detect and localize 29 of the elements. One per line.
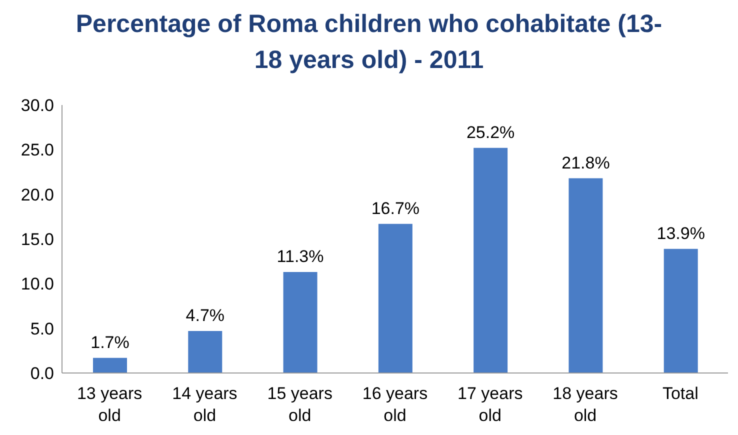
x-tick-label: 18 years old [552, 384, 618, 425]
x-tick-label: 14 years old [172, 384, 238, 425]
bar [664, 248, 698, 373]
data-label: 4.7% [186, 306, 225, 326]
data-label: 21.8% [562, 153, 610, 172]
y-tick-label: 5.0 [30, 319, 54, 338]
bar [568, 178, 603, 373]
y-tick-label: 10.0 [20, 274, 54, 294]
bar [474, 148, 508, 373]
y-tick-label: 20.0 [20, 185, 54, 204]
data-label: 25.2% [466, 122, 515, 142]
y-tick-label: 15.0 [20, 230, 54, 250]
data-label: 11.3% [276, 247, 324, 266]
data-label: 13.9% [656, 224, 705, 243]
data-label: 16.7% [371, 198, 420, 218]
x-tick-label: 16 years old [362, 384, 428, 425]
x-tick-label: 17 years old [458, 384, 523, 425]
bar [378, 224, 412, 373]
bar [188, 331, 222, 373]
bar [93, 358, 127, 373]
y-tick-label: 0.0 [30, 364, 54, 384]
x-tick-label: 15 years old [267, 384, 332, 425]
y-tick-label: 25.0 [20, 140, 54, 160]
y-tick-label: 30.0 [20, 96, 54, 116]
data-label: 1.7% [90, 332, 130, 352]
chart-title: Percentage of Roma children who cohabitate (13-18 years old) - 2011 [74, 9, 664, 76]
bar [283, 272, 318, 373]
x-tick-label: Total [662, 384, 698, 403]
x-tick-label: 13 years old [76, 384, 142, 425]
